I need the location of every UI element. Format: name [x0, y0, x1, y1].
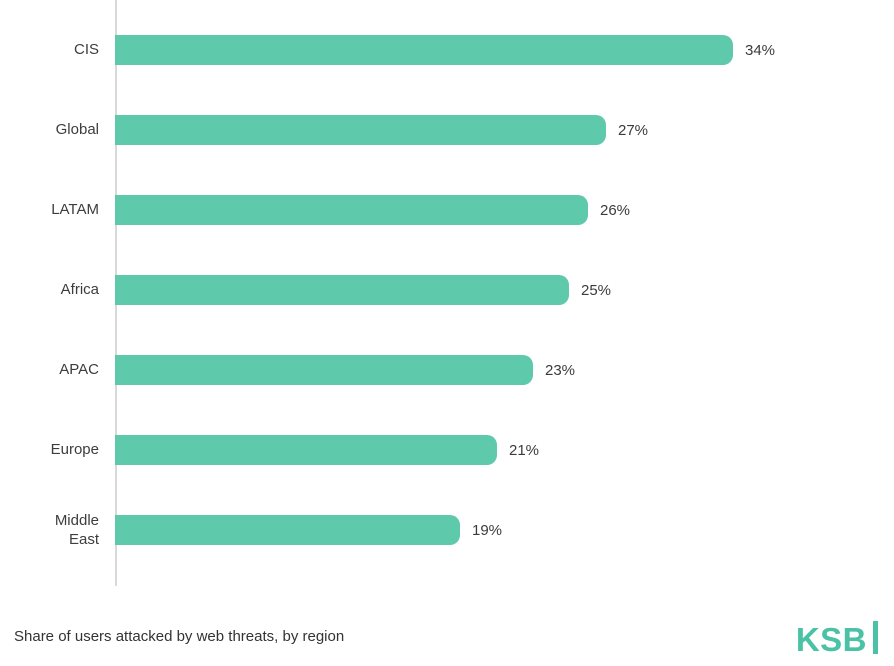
value-label: 34% [745, 41, 776, 59]
category-label: Global [55, 121, 99, 139]
value-label: 21% [509, 441, 540, 459]
category-label: Europe [50, 441, 99, 459]
category-label: Africa [60, 281, 99, 299]
bar-fill [115, 195, 588, 225]
bar-row: Europe 21% [0, 410, 894, 490]
category-label: LATAM [51, 201, 99, 219]
bar-row: LATAM 26% [0, 170, 894, 250]
category-label: CIS [73, 41, 99, 59]
bar-track: 26% [115, 195, 894, 225]
value-label: 23% [545, 361, 576, 379]
bar-track: 19% [115, 515, 894, 545]
value-label: 26% [600, 201, 631, 219]
category-label: APAC [59, 361, 99, 379]
value-label: 19% [472, 521, 503, 539]
bar-row: CIS 34% [0, 10, 894, 90]
chart-footer: Share of users attacked by web threats, … [0, 621, 894, 666]
ksb-logo: KSB [795, 620, 878, 658]
category-label: Middle East [54, 511, 99, 549]
value-label: 25% [581, 281, 612, 299]
bar-track: 21% [115, 435, 894, 465]
ksb-logo-cursor-icon [873, 621, 878, 654]
bar-fill [115, 275, 569, 305]
ksb-logo-text: KSB [795, 620, 867, 658]
bar-fill [115, 435, 497, 465]
bar-row: Africa 25% [0, 250, 894, 330]
bar-track: 25% [115, 275, 894, 305]
plot-area: CIS 34% Global 27% LATAM 26% Africa [0, 0, 894, 586]
bar-track: 23% [115, 355, 894, 385]
bar-row: Middle East 19% [0, 490, 894, 570]
bar-fill [115, 515, 460, 545]
bar-fill [115, 355, 533, 385]
bar-fill [115, 115, 606, 145]
chart-caption: Share of users attacked by web threats, … [14, 628, 345, 645]
bar-fill [115, 35, 733, 65]
value-label: 27% [618, 121, 649, 139]
bar-row: APAC 23% [0, 330, 894, 410]
bar-track: 34% [115, 35, 894, 65]
bar-track: 27% [115, 115, 894, 145]
bar-row: Global 27% [0, 90, 894, 170]
